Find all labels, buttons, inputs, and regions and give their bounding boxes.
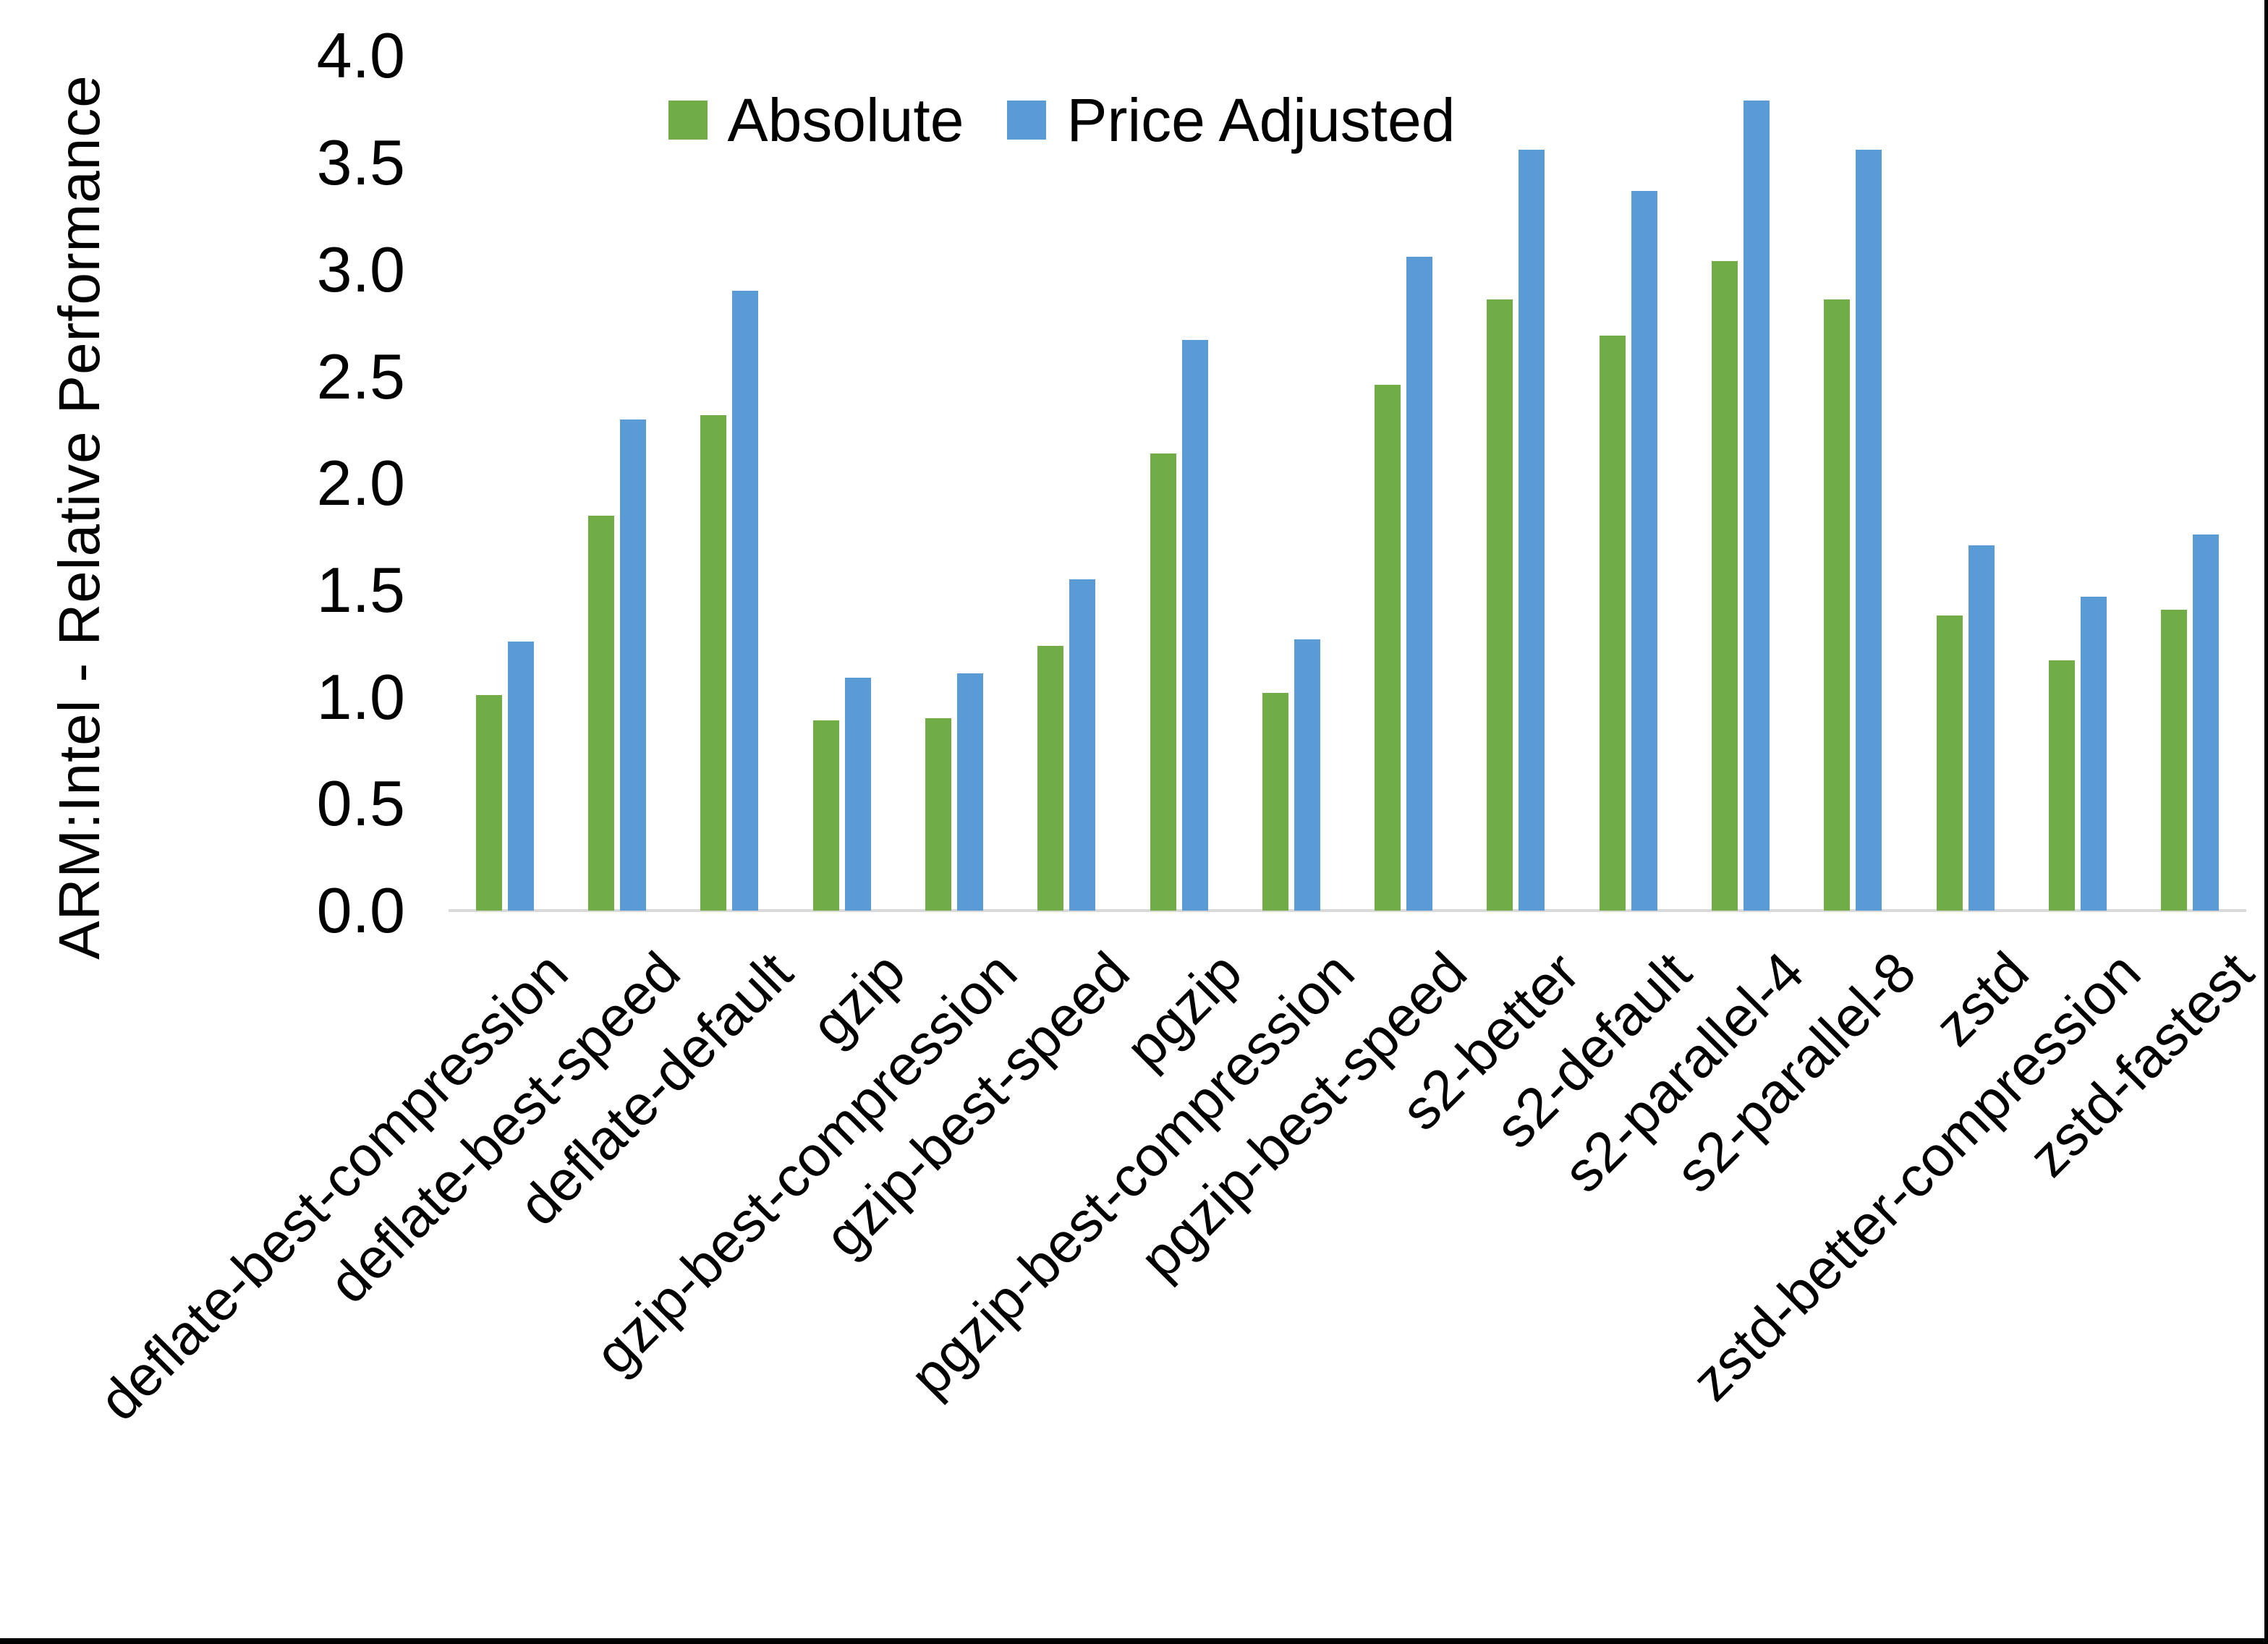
bar-s2-parallel-4-price-adjusted (1744, 101, 1770, 911)
bar-zstd-fastest-price-adjusted (2193, 534, 2220, 911)
screenshot-border-right (2264, 0, 2268, 1644)
legend-swatch-absolute (668, 101, 708, 140)
bar-pgzip-best-compression-price-adjusted (1294, 639, 1320, 911)
bar-s2-default-absolute (1599, 336, 1626, 911)
legend-swatch-price-adjusted (1007, 101, 1047, 140)
bar-deflate-best-speed-absolute (587, 515, 614, 911)
bar-deflate-default-absolute (700, 414, 727, 911)
y-tick-label-0.5: 0.5 (316, 767, 405, 840)
bar-deflate-best-compression-price-adjusted (507, 641, 534, 911)
bar-deflate-best-speed-price-adjusted (619, 419, 646, 911)
bar-pgzip-best-speed-absolute (1375, 385, 1401, 911)
bar-pgzip-price-adjusted (1181, 340, 1208, 911)
x-tick-label-deflate-best-compression: deflate-best-compression (86, 940, 580, 1433)
y-tick-label-3.5: 3.5 (316, 127, 405, 199)
plot-area (449, 56, 2246, 912)
bar-deflate-default-price-adjusted (732, 291, 759, 911)
y-tick-label-4.0: 4.0 (316, 20, 405, 92)
y-tick-label-2.5: 2.5 (316, 340, 405, 412)
bar-zstd-fastest-absolute (2161, 609, 2188, 911)
y-tick-label-3.0: 3.0 (316, 233, 405, 305)
bar-deflate-best-compression-absolute (475, 694, 502, 911)
bar-pgzip-best-speed-price-adjusted (1406, 257, 1433, 911)
bar-pgzip-absolute (1150, 453, 1176, 911)
bar-s2-parallel-8-price-adjusted (1856, 150, 1882, 911)
y-tick-label-1.0: 1.0 (316, 660, 405, 733)
bar-s2-better-absolute (1487, 299, 1513, 911)
bar-pgzip-best-compression-absolute (1262, 692, 1288, 911)
legend-item-absolute: Absolute (668, 85, 964, 155)
legend-label-absolute: Absolute (727, 86, 964, 154)
bar-gzip-best-compression-price-adjusted (956, 673, 983, 911)
bar-gzip-best-speed-absolute (1037, 645, 1064, 911)
bar-gzip-absolute (812, 720, 839, 911)
bar-zstd-absolute (1936, 616, 1963, 911)
bar-gzip-price-adjusted (844, 678, 871, 911)
screenshot-border-bottom (0, 1638, 2268, 1644)
x-axis-line (449, 909, 2246, 912)
y-tick-label-1.5: 1.5 (316, 553, 405, 626)
legend-item-price-adjusted: Price Adjusted (1007, 85, 1455, 155)
y-tick-label-0.0: 0.0 (316, 874, 405, 946)
y-tick-label-2.0: 2.0 (316, 447, 405, 519)
bar-gzip-best-compression-absolute (925, 718, 951, 911)
y-axis-title: ARM:Intel - Relative Performance (47, 74, 111, 960)
bar-s2-better-price-adjusted (1519, 150, 1545, 911)
legend-label-price-adjusted: Price Adjusted (1066, 86, 1456, 154)
bar-zstd-price-adjusted (1968, 545, 1995, 911)
bar-s2-parallel-4-absolute (1712, 260, 1738, 911)
bar-zstd-better-compression-absolute (2049, 660, 2076, 911)
bar-s2-default-price-adjusted (1631, 190, 1657, 911)
legend: Absolute Price Adjusted (0, 85, 2123, 155)
bar-gzip-best-speed-price-adjusted (1069, 579, 1096, 911)
bar-s2-parallel-8-absolute (1824, 299, 1851, 911)
bar-zstd-better-compression-price-adjusted (2081, 596, 2107, 911)
